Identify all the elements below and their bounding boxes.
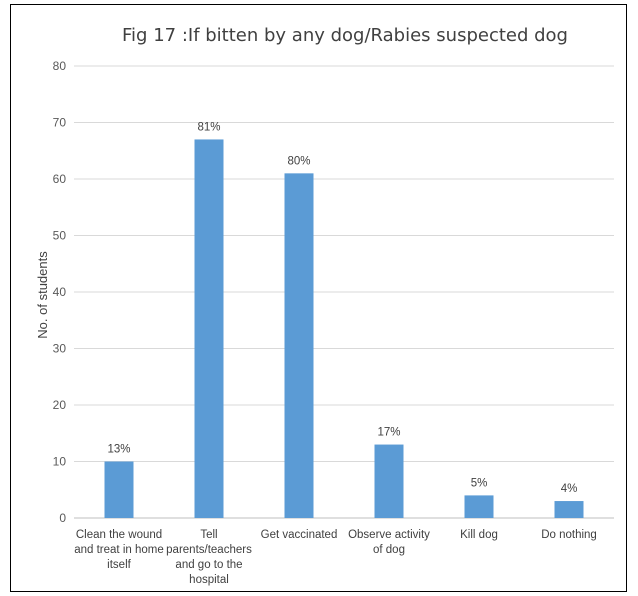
data-label: 81% xyxy=(197,121,220,133)
bar xyxy=(374,444,404,518)
bar-chart: Fig 17 :If bitten by any dog/Rabies susp… xyxy=(35,25,614,586)
y-tick-label: 20 xyxy=(53,398,67,412)
y-tick-label: 80 xyxy=(53,59,67,73)
y-tick-label: 0 xyxy=(59,511,66,525)
category-label: Do nothing xyxy=(541,529,597,541)
bars xyxy=(104,139,584,518)
y-tick-label: 10 xyxy=(53,455,67,469)
bar xyxy=(284,173,314,518)
data-label: 5% xyxy=(471,477,488,489)
data-label: 13% xyxy=(107,444,130,456)
bar xyxy=(194,139,224,518)
category-label: Tell parents/teachers and go to the hospita… xyxy=(166,529,252,586)
y-tick-label: 40 xyxy=(53,285,67,299)
y-tick-label: 50 xyxy=(53,229,67,243)
category-label: Get vaccinated xyxy=(261,529,338,541)
data-labels: 13% 81% 80% 17% 5% 4% xyxy=(107,121,577,495)
bar xyxy=(554,501,584,518)
bar xyxy=(464,495,494,518)
y-tick-label: 30 xyxy=(53,342,67,356)
y-tick-label: 60 xyxy=(53,172,67,186)
gridlines xyxy=(74,65,614,519)
chart-title: Fig 17 :If bitten by any dog/Rabies susp… xyxy=(122,25,568,46)
data-label: 4% xyxy=(561,483,578,495)
category-label: Kill dog xyxy=(460,529,498,541)
category-label: Observe activity of dog xyxy=(348,529,430,556)
x-axis-categories: Clean the wound and treat in home itselfTe… xyxy=(74,529,597,586)
category-label: Clean the wound and treat in home itself xyxy=(74,529,164,571)
y-axis-label: No. of students xyxy=(35,251,50,339)
chart-frame: Fig 17 :If bitten by any dog/Rabies susp… xyxy=(10,4,627,592)
bar xyxy=(104,461,134,518)
data-label: 17% xyxy=(377,427,400,439)
y-tick-label: 70 xyxy=(53,116,67,130)
data-label: 80% xyxy=(287,155,310,167)
y-axis-ticks: 0 10 20 30 40 50 60 70 80 xyxy=(53,59,67,525)
